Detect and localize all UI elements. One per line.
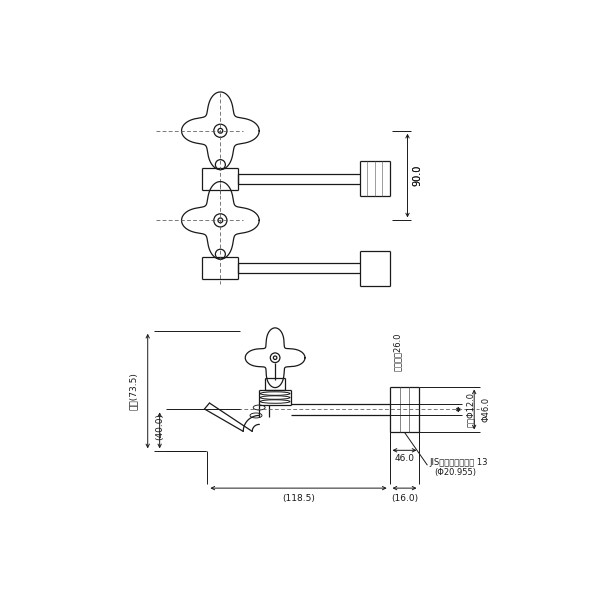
Text: 六角対辺26.0: 六角対辺26.0 bbox=[393, 332, 402, 371]
Text: (40.0): (40.0) bbox=[155, 413, 164, 440]
Text: 最大(73.5): 最大(73.5) bbox=[129, 372, 138, 410]
Text: 内径Φ12.0: 内径Φ12.0 bbox=[466, 392, 475, 427]
Text: (118.5): (118.5) bbox=[282, 494, 315, 503]
Text: (16.0): (16.0) bbox=[391, 494, 418, 503]
Text: 46.0: 46.0 bbox=[395, 454, 415, 463]
Text: JIS給水栓取付ねじ 13: JIS給水栓取付ねじ 13 bbox=[430, 458, 488, 467]
Text: (Φ20.955): (Φ20.955) bbox=[434, 467, 476, 476]
Text: Φ46.0: Φ46.0 bbox=[482, 397, 491, 422]
Text: 90.0: 90.0 bbox=[412, 165, 422, 186]
Text: 90.0: 90.0 bbox=[412, 165, 422, 186]
